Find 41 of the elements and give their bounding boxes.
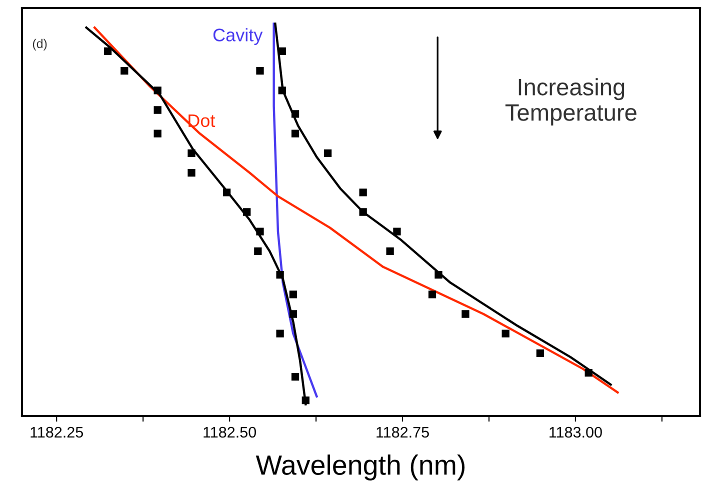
point [502, 330, 510, 338]
x-tick-label: 1182.75 [376, 426, 429, 438]
point [256, 228, 264, 236]
point [188, 168, 196, 177]
point [276, 270, 284, 279]
point [289, 310, 298, 318]
point [256, 66, 264, 75]
point [254, 247, 262, 256]
point [291, 110, 300, 118]
point [302, 396, 310, 404]
point [291, 372, 300, 381]
x-axis-title: Wavelength (nm) [256, 454, 465, 480]
point [359, 208, 367, 216]
point [104, 47, 112, 55]
point [291, 130, 300, 138]
point [359, 188, 367, 196]
point [393, 228, 401, 236]
point [276, 330, 284, 338]
point [154, 106, 162, 114]
x-tick-label: 1183.00 [550, 426, 602, 438]
point [324, 149, 332, 157]
point [278, 47, 286, 55]
point [243, 208, 251, 216]
annotation: (d) [32, 38, 47, 51]
point [536, 349, 544, 358]
point [154, 130, 162, 138]
series-label: Cavity [213, 28, 263, 45]
point [188, 149, 196, 157]
point [289, 290, 298, 298]
x-tick-label: 1182.50 [204, 426, 256, 438]
annotation: Increasing Temperature [505, 78, 636, 126]
point [120, 66, 128, 75]
point [428, 290, 436, 298]
point [278, 86, 286, 94]
point [462, 310, 470, 318]
point [154, 86, 162, 94]
point [386, 247, 394, 256]
point [222, 188, 231, 196]
point [434, 270, 442, 279]
point [584, 369, 592, 377]
x-tick-label: 1182.25 [30, 426, 84, 438]
